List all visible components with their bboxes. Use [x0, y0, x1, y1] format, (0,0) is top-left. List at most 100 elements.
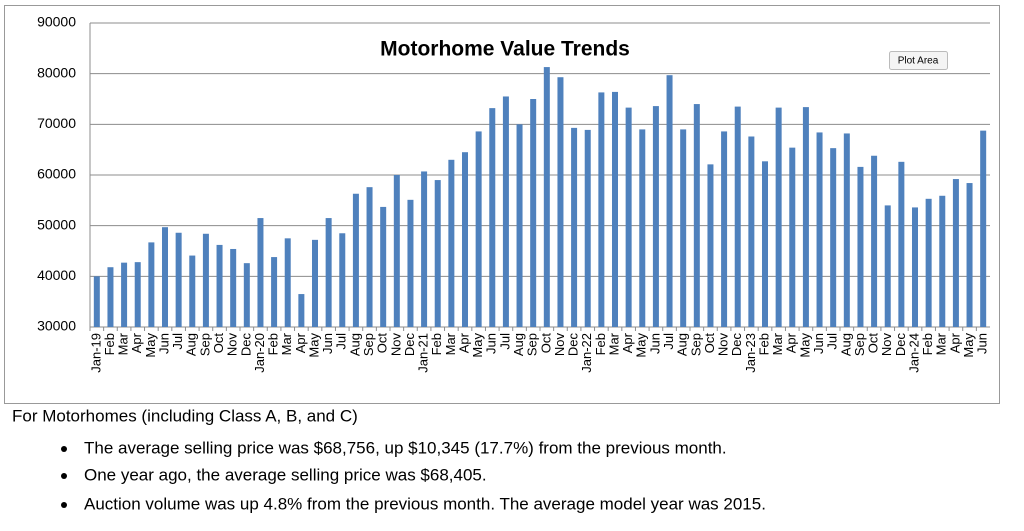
x-tick-label: Sep	[361, 333, 376, 356]
x-tick-label: Nov	[879, 333, 894, 357]
x-tick-label: Dec	[238, 333, 253, 357]
bar	[107, 267, 114, 327]
bar	[789, 147, 796, 327]
bar	[407, 199, 414, 327]
bar	[189, 255, 196, 327]
x-tick-label: Feb	[266, 333, 281, 355]
bar	[721, 131, 728, 327]
x-tick-label: May	[306, 333, 321, 358]
x-tick-label: Jan-24	[906, 333, 921, 373]
x-tick-label: Nov	[716, 333, 731, 357]
x-tick-label: Oct	[866, 333, 881, 354]
tooltip: Plot Area	[898, 56, 939, 67]
x-tick-label: Mar	[934, 332, 949, 355]
bar	[325, 218, 332, 327]
bar	[230, 248, 237, 327]
x-tick-label: May	[470, 333, 485, 358]
bar	[393, 175, 400, 327]
bar	[625, 107, 632, 327]
bar	[202, 233, 209, 327]
bar	[530, 99, 537, 327]
bar	[557, 77, 564, 327]
bar	[871, 155, 878, 327]
bar	[857, 166, 864, 327]
bar	[843, 133, 850, 327]
x-tick-label: Jan-20	[252, 333, 267, 373]
bar	[571, 127, 578, 327]
y-tick-label: 80000	[37, 64, 76, 80]
bar	[952, 179, 959, 327]
bar	[489, 108, 496, 328]
bar	[216, 244, 223, 327]
bar	[434, 180, 441, 327]
x-tick-label: Mar	[116, 332, 131, 355]
y-tick-label: 60000	[37, 166, 76, 182]
x-tick-label: Apr	[293, 332, 308, 353]
notes-heading: For Motorhomes (including Class A, B, an…	[12, 406, 358, 425]
x-tick-label: Oct	[538, 333, 553, 354]
x-tick-label: Oct	[375, 333, 390, 354]
bar	[243, 263, 250, 327]
x-tick-label: Dec	[402, 333, 417, 357]
x-tick-label: Dec	[566, 333, 581, 357]
bar	[475, 131, 482, 327]
x-tick-label: Apr	[784, 332, 799, 353]
x-tick-label: Aug	[838, 333, 853, 356]
y-tick-label: 70000	[37, 115, 76, 131]
x-tick-label: Jan-22	[579, 333, 594, 373]
x-tick-label: Dec	[893, 333, 908, 357]
bar	[912, 207, 918, 327]
x-tick-label: Feb	[756, 333, 771, 355]
chart-title: Motorhome Value Trends	[380, 38, 630, 61]
x-tick-label: Nov	[552, 333, 567, 357]
bar	[707, 164, 714, 327]
x-tick-label: Jul	[170, 333, 185, 350]
x-tick-label: Jan-21	[416, 333, 431, 373]
bar	[502, 96, 509, 327]
bar	[121, 262, 128, 327]
x-tick-label: Apr	[129, 332, 144, 353]
x-tick-label: Mar	[279, 332, 294, 355]
bar	[966, 183, 973, 327]
x-tick-label: Aug	[511, 333, 526, 356]
bar	[802, 107, 809, 328]
x-tick-label: Sep	[197, 333, 212, 356]
x-tick-label: Aug	[347, 333, 362, 356]
bar	[93, 276, 100, 327]
x-tick-label: Feb	[593, 333, 608, 355]
bar	[612, 91, 618, 327]
bar	[734, 106, 741, 327]
x-tick-label: Mar	[606, 332, 621, 355]
x-tick-label: Dec	[729, 333, 744, 357]
x-tick-label: Aug	[184, 333, 199, 356]
tooltip-box	[889, 51, 948, 70]
x-tick-label: Jul	[334, 333, 349, 350]
x-tick-label: Jul	[661, 333, 676, 350]
x-tick-label: Oct	[211, 333, 226, 354]
x-tick-label: Aug	[675, 333, 690, 356]
bar	[639, 129, 646, 327]
x-tick-label: May	[961, 333, 976, 358]
note-bullet: One year ago, the average selling price …	[84, 465, 487, 484]
bar	[298, 294, 305, 327]
bar	[939, 195, 946, 327]
bar	[134, 262, 141, 327]
x-tick-label: Feb	[429, 333, 444, 355]
x-tick-label: Jun	[975, 333, 990, 354]
note-bullet: The average selling price was $68,756, u…	[84, 438, 727, 457]
bullet	[61, 446, 67, 452]
bar	[366, 187, 373, 327]
y-tick-label: 40000	[37, 267, 76, 283]
bar	[543, 67, 550, 327]
bar	[271, 257, 278, 327]
x-tick-label: May	[634, 333, 649, 358]
bar	[312, 239, 318, 327]
bar	[652, 106, 659, 328]
x-tick-label: Apr	[947, 332, 962, 353]
x-tick-label: Sep	[852, 333, 867, 356]
x-tick-label: Sep	[688, 333, 703, 356]
x-tick-label: Jul	[497, 333, 512, 350]
x-tick-label: Jun	[484, 333, 499, 354]
bar	[162, 227, 168, 327]
x-tick-label: Jun	[320, 333, 335, 354]
